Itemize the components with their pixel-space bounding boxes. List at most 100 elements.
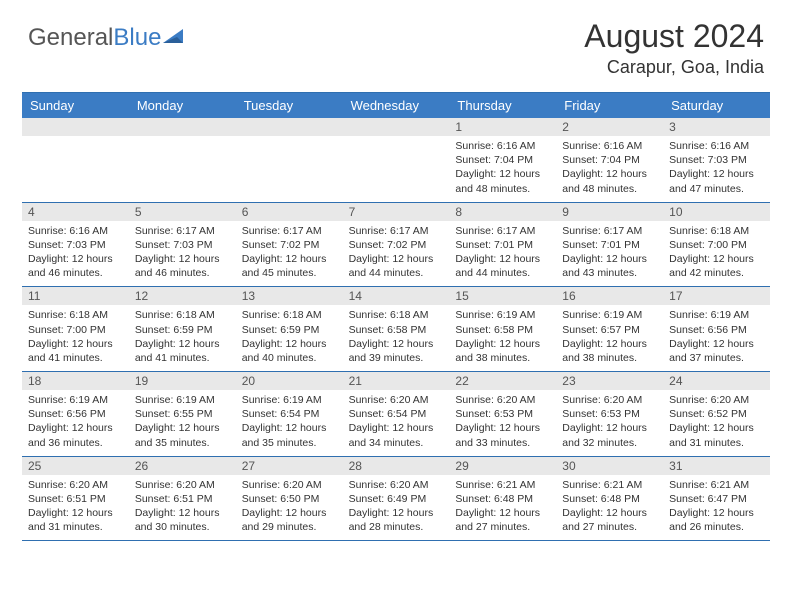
day-cell: 10Sunrise: 6:18 AMSunset: 7:00 PMDayligh… (663, 203, 770, 287)
day-cell: 21Sunrise: 6:20 AMSunset: 6:54 PMDayligh… (343, 372, 450, 456)
day-number: 19 (129, 372, 236, 390)
daylight-text: Daylight: 12 hours and 43 minutes. (562, 252, 657, 280)
sunrise-text: Sunrise: 6:21 AM (562, 478, 657, 492)
day-details: Sunrise: 6:19 AMSunset: 6:57 PMDaylight:… (556, 305, 663, 371)
day-cell: 30Sunrise: 6:21 AMSunset: 6:48 PMDayligh… (556, 457, 663, 541)
empty-day-num (22, 118, 129, 136)
sunrise-text: Sunrise: 6:17 AM (135, 224, 230, 238)
sunset-text: Sunset: 6:53 PM (455, 407, 550, 421)
day-cell: 17Sunrise: 6:19 AMSunset: 6:56 PMDayligh… (663, 287, 770, 371)
sunrise-text: Sunrise: 6:21 AM (455, 478, 550, 492)
day-cell: 9Sunrise: 6:17 AMSunset: 7:01 PMDaylight… (556, 203, 663, 287)
day-cell: 1Sunrise: 6:16 AMSunset: 7:04 PMDaylight… (449, 118, 556, 202)
day-details: Sunrise: 6:18 AMSunset: 6:59 PMDaylight:… (129, 305, 236, 371)
day-number: 26 (129, 457, 236, 475)
sunrise-text: Sunrise: 6:17 AM (455, 224, 550, 238)
day-details: Sunrise: 6:19 AMSunset: 6:56 PMDaylight:… (22, 390, 129, 456)
daylight-text: Daylight: 12 hours and 48 minutes. (455, 167, 550, 195)
sunset-text: Sunset: 6:58 PM (349, 323, 444, 337)
sunrise-text: Sunrise: 6:18 AM (669, 224, 764, 238)
daylight-text: Daylight: 12 hours and 41 minutes. (135, 337, 230, 365)
daylight-text: Daylight: 12 hours and 46 minutes. (135, 252, 230, 280)
day-details: Sunrise: 6:18 AMSunset: 6:58 PMDaylight:… (343, 305, 450, 371)
day-cell: 25Sunrise: 6:20 AMSunset: 6:51 PMDayligh… (22, 457, 129, 541)
day-header: Sunday (22, 93, 129, 118)
day-details: Sunrise: 6:20 AMSunset: 6:54 PMDaylight:… (343, 390, 450, 456)
day-cell (343, 118, 450, 202)
sunrise-text: Sunrise: 6:20 AM (349, 393, 444, 407)
sunset-text: Sunset: 6:54 PM (349, 407, 444, 421)
sunrise-text: Sunrise: 6:18 AM (28, 308, 123, 322)
day-header: Tuesday (236, 93, 343, 118)
sunrise-text: Sunrise: 6:20 AM (28, 478, 123, 492)
day-number: 14 (343, 287, 450, 305)
day-details: Sunrise: 6:21 AMSunset: 6:48 PMDaylight:… (556, 475, 663, 541)
day-number: 17 (663, 287, 770, 305)
day-details: Sunrise: 6:16 AMSunset: 7:04 PMDaylight:… (449, 136, 556, 202)
day-cell: 8Sunrise: 6:17 AMSunset: 7:01 PMDaylight… (449, 203, 556, 287)
day-details: Sunrise: 6:21 AMSunset: 6:47 PMDaylight:… (663, 475, 770, 541)
day-number: 31 (663, 457, 770, 475)
calendar: Sunday Monday Tuesday Wednesday Thursday… (22, 92, 770, 541)
day-cell: 24Sunrise: 6:20 AMSunset: 6:52 PMDayligh… (663, 372, 770, 456)
day-cell: 18Sunrise: 6:19 AMSunset: 6:56 PMDayligh… (22, 372, 129, 456)
day-details: Sunrise: 6:20 AMSunset: 6:49 PMDaylight:… (343, 475, 450, 541)
sunset-text: Sunset: 6:59 PM (242, 323, 337, 337)
day-details: Sunrise: 6:20 AMSunset: 6:53 PMDaylight:… (449, 390, 556, 456)
sunset-text: Sunset: 6:51 PM (135, 492, 230, 506)
sunset-text: Sunset: 6:54 PM (242, 407, 337, 421)
day-number: 12 (129, 287, 236, 305)
day-number: 24 (663, 372, 770, 390)
sunrise-text: Sunrise: 6:17 AM (242, 224, 337, 238)
sunset-text: Sunset: 6:59 PM (135, 323, 230, 337)
day-cell: 7Sunrise: 6:17 AMSunset: 7:02 PMDaylight… (343, 203, 450, 287)
day-details: Sunrise: 6:16 AMSunset: 7:04 PMDaylight:… (556, 136, 663, 202)
logo-text: GeneralBlue (28, 24, 161, 52)
day-details: Sunrise: 6:19 AMSunset: 6:54 PMDaylight:… (236, 390, 343, 456)
day-cell: 2Sunrise: 6:16 AMSunset: 7:04 PMDaylight… (556, 118, 663, 202)
day-details: Sunrise: 6:17 AMSunset: 7:03 PMDaylight:… (129, 221, 236, 287)
daylight-text: Daylight: 12 hours and 34 minutes. (349, 421, 444, 449)
day-details: Sunrise: 6:20 AMSunset: 6:51 PMDaylight:… (22, 475, 129, 541)
day-number: 4 (22, 203, 129, 221)
day-number: 9 (556, 203, 663, 221)
day-details: Sunrise: 6:19 AMSunset: 6:56 PMDaylight:… (663, 305, 770, 371)
day-number: 6 (236, 203, 343, 221)
sunset-text: Sunset: 6:47 PM (669, 492, 764, 506)
sunrise-text: Sunrise: 6:17 AM (349, 224, 444, 238)
day-header-row: Sunday Monday Tuesday Wednesday Thursday… (22, 93, 770, 118)
day-details: Sunrise: 6:16 AMSunset: 7:03 PMDaylight:… (22, 221, 129, 287)
logo-text-general: General (28, 24, 113, 51)
day-cell: 15Sunrise: 6:19 AMSunset: 6:58 PMDayligh… (449, 287, 556, 371)
sunset-text: Sunset: 6:49 PM (349, 492, 444, 506)
sunset-text: Sunset: 6:56 PM (28, 407, 123, 421)
sunset-text: Sunset: 6:50 PM (242, 492, 337, 506)
daylight-text: Daylight: 12 hours and 46 minutes. (28, 252, 123, 280)
daylight-text: Daylight: 12 hours and 29 minutes. (242, 506, 337, 534)
header: GeneralBlue August 2024 Carapur, Goa, In… (0, 0, 792, 86)
sunrise-text: Sunrise: 6:17 AM (562, 224, 657, 238)
sunrise-text: Sunrise: 6:16 AM (455, 139, 550, 153)
day-header: Thursday (449, 93, 556, 118)
daylight-text: Daylight: 12 hours and 33 minutes. (455, 421, 550, 449)
day-details: Sunrise: 6:20 AMSunset: 6:53 PMDaylight:… (556, 390, 663, 456)
day-header: Friday (556, 93, 663, 118)
day-cell: 11Sunrise: 6:18 AMSunset: 7:00 PMDayligh… (22, 287, 129, 371)
sunset-text: Sunset: 7:04 PM (455, 153, 550, 167)
day-number: 3 (663, 118, 770, 136)
day-cell (22, 118, 129, 202)
daylight-text: Daylight: 12 hours and 32 minutes. (562, 421, 657, 449)
day-details: Sunrise: 6:19 AMSunset: 6:55 PMDaylight:… (129, 390, 236, 456)
day-details: Sunrise: 6:20 AMSunset: 6:50 PMDaylight:… (236, 475, 343, 541)
sunrise-text: Sunrise: 6:19 AM (242, 393, 337, 407)
empty-day-num (236, 118, 343, 136)
day-number: 27 (236, 457, 343, 475)
logo-text-blue: Blue (113, 24, 161, 51)
sunrise-text: Sunrise: 6:20 AM (455, 393, 550, 407)
empty-day-num (343, 118, 450, 136)
empty-day-num (129, 118, 236, 136)
daylight-text: Daylight: 12 hours and 30 minutes. (135, 506, 230, 534)
sunset-text: Sunset: 7:00 PM (28, 323, 123, 337)
day-number: 28 (343, 457, 450, 475)
day-cell: 28Sunrise: 6:20 AMSunset: 6:49 PMDayligh… (343, 457, 450, 541)
